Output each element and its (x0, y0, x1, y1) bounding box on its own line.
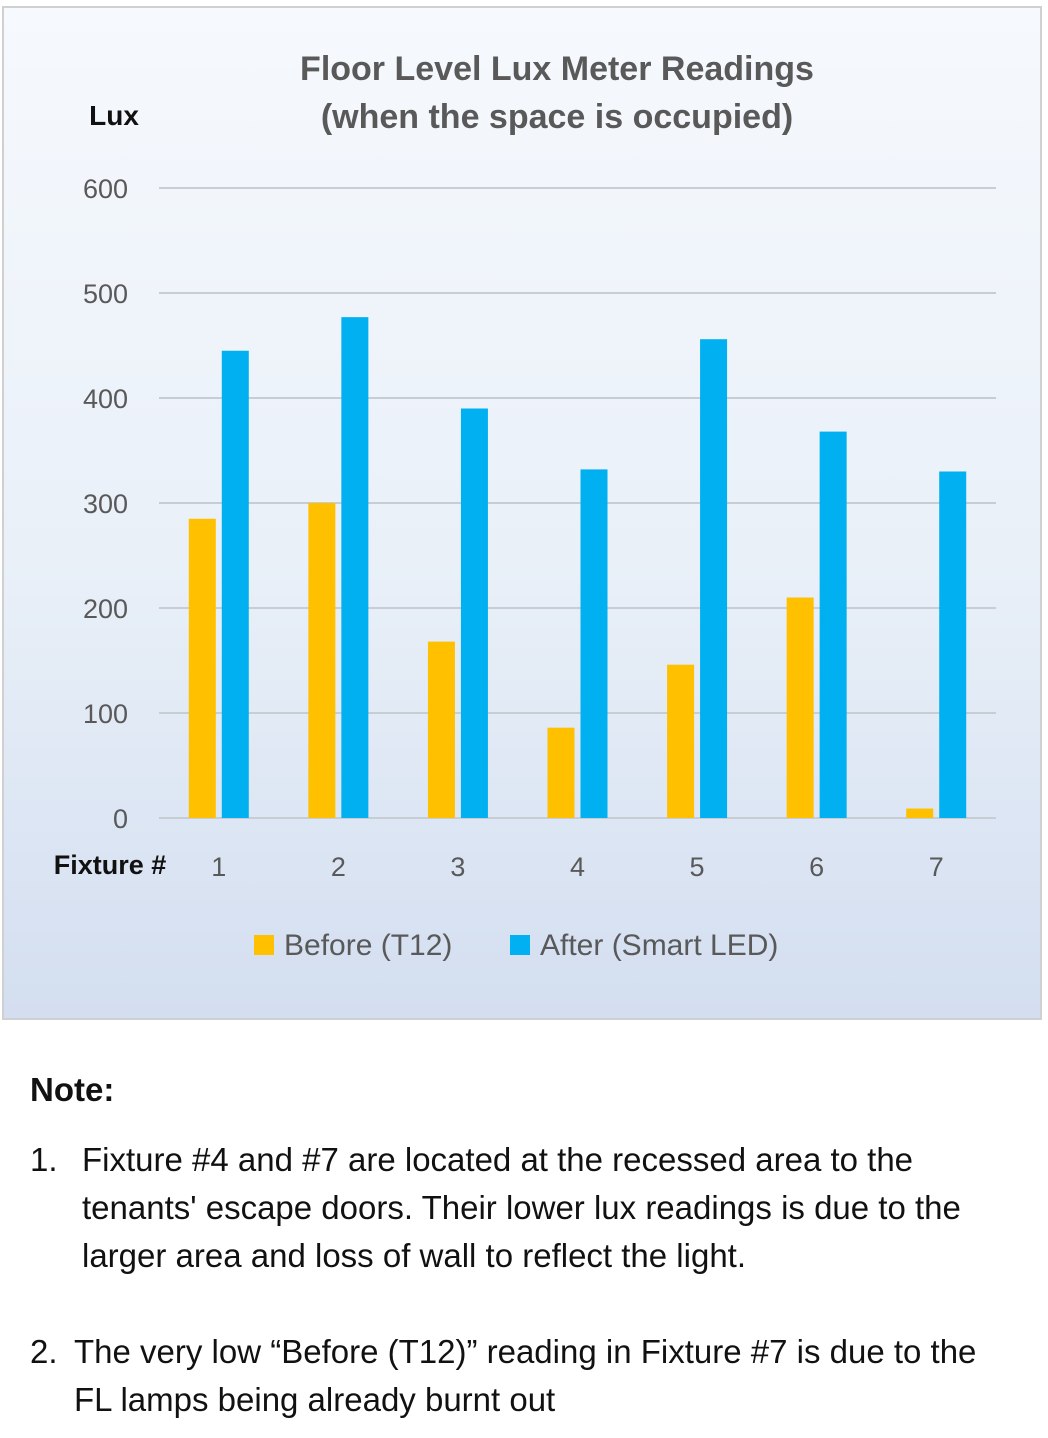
bar-before-2 (308, 503, 336, 818)
y-tick-label: 600 (83, 174, 128, 204)
legend-swatch-1 (510, 935, 530, 955)
notes-heading: Note: (30, 1071, 115, 1108)
x-tick-label: 2 (331, 852, 346, 882)
bars (188, 317, 967, 818)
gridlines (159, 187, 996, 819)
x-tick-label: 3 (450, 852, 465, 882)
note-item-2: 2. The very low “Before (T12)” reading i… (30, 1328, 1020, 1424)
y-axis-label: Lux (89, 100, 139, 131)
y-tick-label: 500 (83, 279, 128, 309)
bar-after-2 (341, 317, 369, 818)
x-tick-label: 1 (211, 852, 226, 882)
chart-panel: Floor Level Lux Meter Readings (when the… (2, 6, 1042, 1020)
note-number: 1. (30, 1141, 58, 1178)
y-tick-label: 0 (113, 804, 128, 834)
bar-after-5 (700, 339, 728, 818)
x-axis-label: Fixture # (54, 850, 167, 880)
bar-before-4 (547, 727, 575, 818)
chart-title-line-1: Floor Level Lux Meter Readings (300, 50, 814, 88)
y-tick-label: 400 (83, 384, 128, 414)
note-text: The very low “Before (T12)” reading in F… (74, 1333, 977, 1418)
bar-after-6 (819, 431, 847, 818)
y-tick-label: 200 (83, 594, 128, 624)
bar-before-5 (667, 664, 695, 818)
y-tick-label: 300 (83, 489, 128, 519)
y-tick-label: 100 (83, 699, 128, 729)
bar-before-7 (906, 808, 934, 818)
x-tick-labels: 1 2 3 4 5 6 7 (211, 852, 943, 882)
bar-before-1 (188, 518, 216, 818)
bar-after-3 (460, 408, 488, 818)
legend-label-1: After (Smart LED) (540, 929, 778, 962)
bar-after-7 (939, 471, 967, 818)
x-tick-label: 7 (929, 852, 944, 882)
note-item-1: 1. Fixture #4 and #7 are located at the … (30, 1136, 1020, 1280)
x-tick-label: 4 (570, 852, 585, 882)
x-tick-label: 6 (809, 852, 824, 882)
chart-title-line-2: (when the space is occupied) (321, 98, 793, 136)
bar-after-4 (580, 469, 608, 818)
legend-label-0: Before (T12) (284, 929, 452, 962)
note-text: Fixture #4 and #7 are located at the rec… (82, 1141, 961, 1274)
bar-chart: Floor Level Lux Meter Readings (when the… (54, 50, 996, 962)
bar-before-6 (786, 597, 814, 818)
x-tick-label: 5 (690, 852, 705, 882)
note-number: 2. (30, 1333, 58, 1370)
legend: Before (T12) After (Smart LED) (254, 929, 778, 962)
bar-before-3 (427, 641, 455, 818)
bar-after-1 (221, 350, 249, 818)
y-tick-labels: 0 100 200 300 400 500 600 (83, 174, 128, 834)
legend-swatch-0 (254, 935, 274, 955)
notes-section: Note: 1. Fixture #4 and #7 are located a… (30, 1066, 1020, 1424)
